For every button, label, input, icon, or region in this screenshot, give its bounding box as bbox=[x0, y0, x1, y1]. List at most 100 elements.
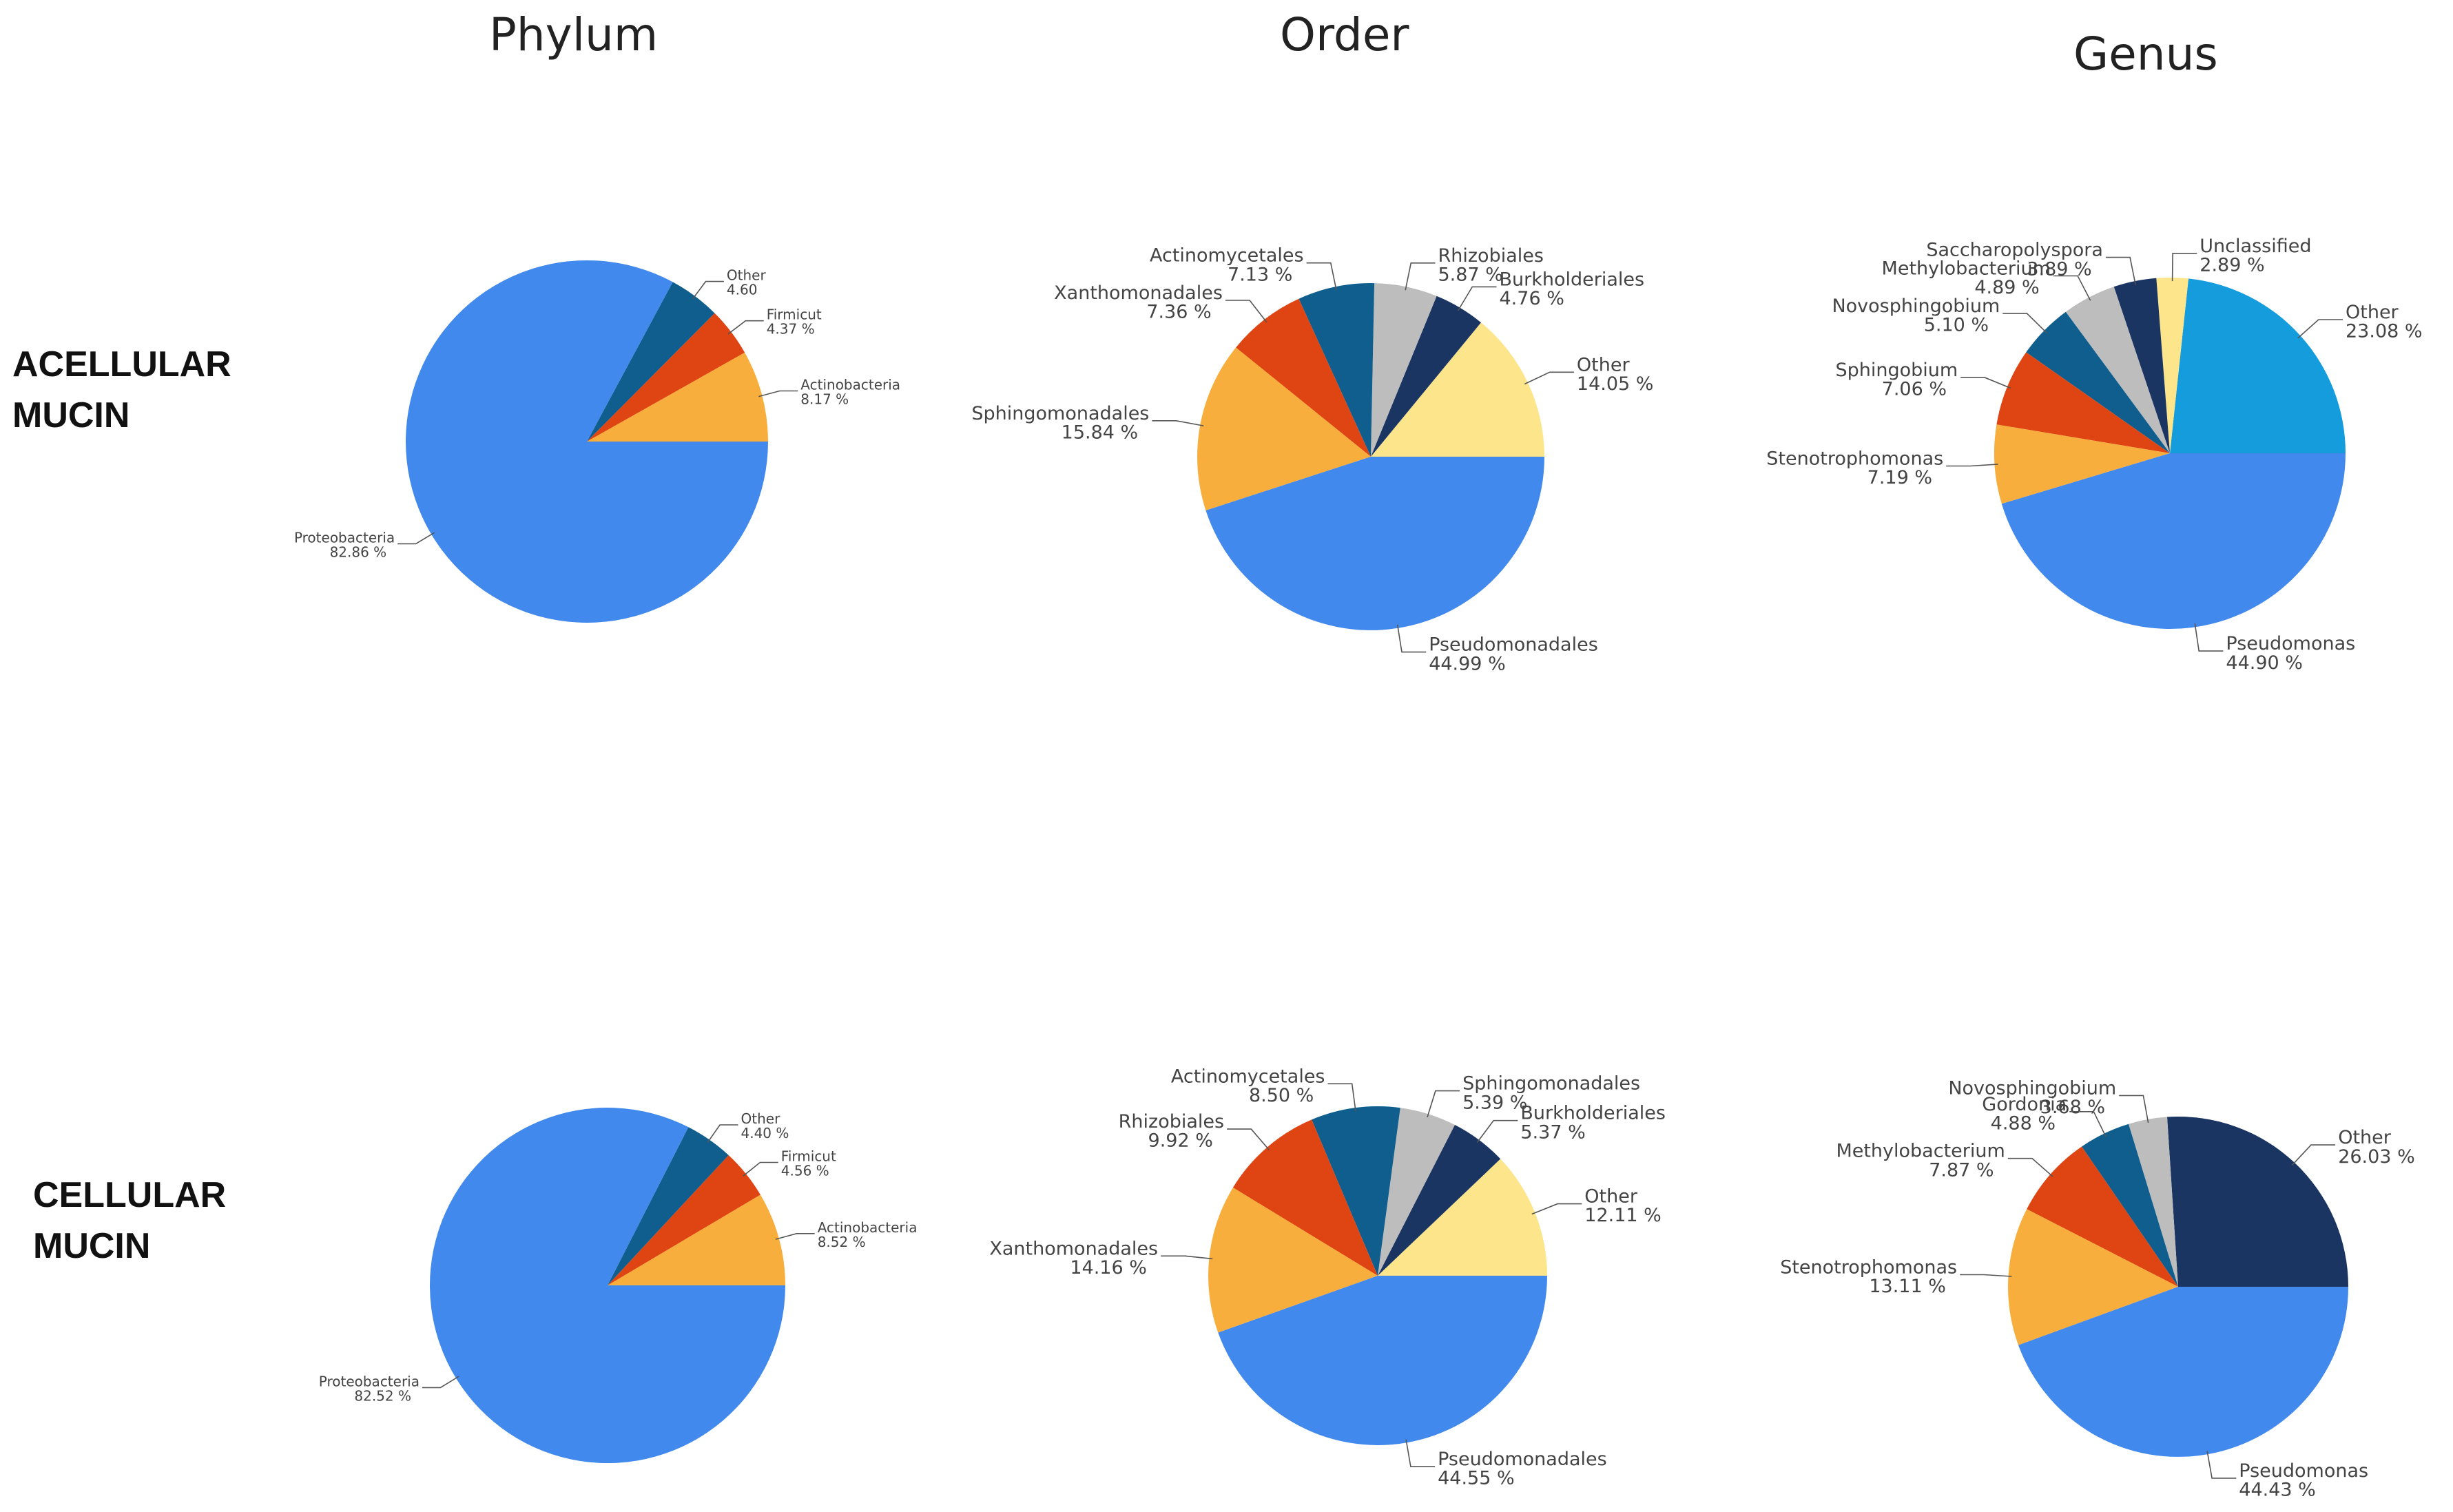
slice-label-sphingomonadales: Sphingomonadales bbox=[971, 403, 1149, 424]
pie-slice-pseudomonas bbox=[2018, 1287, 2348, 1457]
slice-value-actinobacteria: 8.17 % bbox=[800, 391, 849, 408]
leader-line-other bbox=[2291, 1144, 2336, 1166]
row-label-acellular-mucin: ACELLULAR MUCIN bbox=[12, 339, 231, 441]
leader-line-other bbox=[692, 280, 724, 300]
slice-label-stenotrophomonas: Stenotrophomonas bbox=[1780, 1257, 1957, 1278]
slice-label-actinomycetales: Actinomycetales bbox=[1171, 1066, 1325, 1087]
slice-value-pseudomonadales: 44.55 % bbox=[1438, 1468, 1515, 1489]
slice-value-sphingobium: 7.06 % bbox=[1882, 379, 1947, 400]
pie-slice-proteobacteria bbox=[406, 260, 768, 623]
slice-label-other: Other bbox=[2338, 1127, 2392, 1148]
pie-slice-stenotrophomonas bbox=[1994, 424, 2170, 504]
slice-value-other: 23.08 % bbox=[2346, 321, 2423, 342]
leader-line-actinomycetales bbox=[1306, 262, 1337, 291]
slice-value-gordonia: 4.88 % bbox=[1991, 1113, 2056, 1135]
slice-value-rhizobiales: 9.92 % bbox=[1148, 1130, 1213, 1152]
leader-line-xanthomonadales bbox=[1161, 1255, 1213, 1260]
row-label-cellular-line2: MUCIN bbox=[33, 1226, 151, 1266]
slice-label-sphingobium: Sphingobium bbox=[1835, 360, 1958, 381]
leader-line-other bbox=[1524, 371, 1574, 385]
slice-value-actinobacteria: 8.52 % bbox=[818, 1234, 866, 1250]
pie-slice-actinobacteria bbox=[608, 1194, 785, 1285]
pie-slice-burkholderiales bbox=[1378, 1125, 1501, 1276]
slice-value-actinomycetales: 8.50 % bbox=[1249, 1085, 1314, 1106]
leader-line-proteobacteria bbox=[397, 532, 435, 545]
leader-line-pseudomonas bbox=[2194, 623, 2224, 652]
pie-slice-saccharopolyspora bbox=[2113, 278, 2170, 453]
slice-label-rhizobiales: Rhizobiales bbox=[1438, 245, 1544, 267]
slice-value-proteobacteria: 82.52 % bbox=[354, 1387, 411, 1404]
leader-line-actinomycetales bbox=[1327, 1083, 1356, 1112]
slice-value-burkholderiales: 5.37 % bbox=[1520, 1121, 1585, 1143]
leader-line-saccharopolyspora bbox=[2105, 256, 2136, 285]
column-title-genus: Genus bbox=[2073, 28, 2218, 81]
leader-line-pseudomonas bbox=[2206, 1451, 2237, 1479]
row-label-cellular-mucin: CELLULAR MUCIN bbox=[33, 1170, 226, 1272]
slice-value-stenotrophomonas: 7.19 % bbox=[1867, 467, 1932, 488]
slice-label-actinomycetales: Actinomycetales bbox=[1150, 245, 1304, 267]
slice-value-xanthomonadales: 14.16 % bbox=[1070, 1257, 1147, 1278]
column-title-order: Order bbox=[1280, 8, 1409, 61]
leader-line-burkholderiales bbox=[1457, 286, 1497, 311]
leader-line-rhizobiales bbox=[1227, 1128, 1270, 1151]
column-title-phylum: Phylum bbox=[489, 8, 659, 61]
slice-label-actinobacteria: Actinobacteria bbox=[818, 1219, 918, 1236]
pie-slice-xanthomonadales bbox=[1236, 298, 1371, 457]
slice-label-pseudomonadales: Pseudomonadales bbox=[1438, 1449, 1607, 1470]
leader-line-methylobacterium bbox=[2053, 275, 2091, 301]
slice-value-pseudomonas: 44.90 % bbox=[2226, 652, 2303, 674]
slice-value-methylobacterium: 7.87 % bbox=[1929, 1159, 1994, 1181]
slice-value-unclassified: 2.89 % bbox=[2200, 255, 2264, 276]
pie-slice-firmicut bbox=[587, 313, 745, 442]
pie-slice-sphingomonadales bbox=[1197, 347, 1371, 510]
slice-label-stenotrophomonas: Stenotrophomonas bbox=[1766, 448, 1943, 470]
leader-line-other bbox=[1531, 1203, 1582, 1215]
slice-value-burkholderiales: 4.76 % bbox=[1500, 288, 1564, 309]
leader-line-gordonia bbox=[2069, 1111, 2107, 1137]
slice-value-novosphingobium: 3.68 % bbox=[2040, 1097, 2105, 1118]
slice-label-methylobacterium: Methylobacterium bbox=[1836, 1141, 2005, 1162]
slice-value-sphingomonadales: 15.84 % bbox=[1062, 422, 1139, 443]
pie-slice-other bbox=[1378, 1159, 1547, 1276]
slice-label-burkholderiales: Burkholderiales bbox=[1500, 269, 1645, 290]
pie-slice-methylobacterium bbox=[2065, 287, 2170, 453]
leader-line-pseudomonadales bbox=[1405, 1439, 1436, 1467]
pie-slice-other bbox=[608, 1127, 729, 1285]
leader-line-novosphingobium bbox=[2002, 313, 2047, 333]
slice-label-firmicut: Firmicut bbox=[781, 1148, 836, 1165]
slice-value-actinomycetales: 7.13 % bbox=[1228, 264, 1292, 285]
slice-value-methylobacterium: 4.89 % bbox=[1974, 277, 2039, 298]
leader-line-methylobacterium bbox=[2007, 1157, 2053, 1177]
slice-label-gordonia: Gordonia bbox=[1982, 1094, 2067, 1115]
slice-value-firmicut: 4.37 % bbox=[767, 321, 815, 338]
row-label-cellular-line1: CELLULAR bbox=[33, 1175, 227, 1215]
slice-value-firmicut: 4.56 % bbox=[781, 1163, 829, 1179]
slice-label-pseudomonas: Pseudomonas bbox=[2226, 633, 2355, 654]
slice-label-pseudomonadales: Pseudomonadales bbox=[1429, 634, 1598, 656]
slice-value-rhizobiales: 5.87 % bbox=[1438, 264, 1503, 285]
leader-line-unclassified bbox=[2171, 252, 2197, 282]
slice-label-other: Other bbox=[741, 1110, 781, 1127]
slice-label-other: Other bbox=[1577, 354, 1631, 375]
pie-slice-other bbox=[2167, 1116, 2348, 1287]
pie-slice-rhizobiales bbox=[1371, 283, 1437, 457]
slice-value-other: 4.40 % bbox=[741, 1125, 789, 1141]
slice-label-burkholderiales: Burkholderiales bbox=[1520, 1103, 1666, 1124]
pie-slice-sphingomonadales bbox=[1378, 1108, 1455, 1276]
slice-label-methylobacterium: Methylobacterium bbox=[1882, 258, 2051, 280]
pie-slice-other bbox=[587, 282, 715, 442]
pie-slice-other bbox=[1371, 322, 1544, 457]
leader-line-stenotrophomonas bbox=[1946, 464, 1998, 467]
leader-line-firmicut bbox=[743, 1161, 778, 1177]
pie-slice-firmicut bbox=[608, 1155, 760, 1285]
slice-label-unclassified: Unclassified bbox=[2200, 236, 2311, 257]
pie-slice-rhizobiales bbox=[1232, 1119, 1378, 1276]
leader-line-stenotrophomonas bbox=[1960, 1274, 2012, 1277]
slice-label-saccharopolyspora: Saccharopolyspora bbox=[1926, 240, 2103, 261]
leader-line-xanthomonadales bbox=[1225, 300, 1267, 323]
